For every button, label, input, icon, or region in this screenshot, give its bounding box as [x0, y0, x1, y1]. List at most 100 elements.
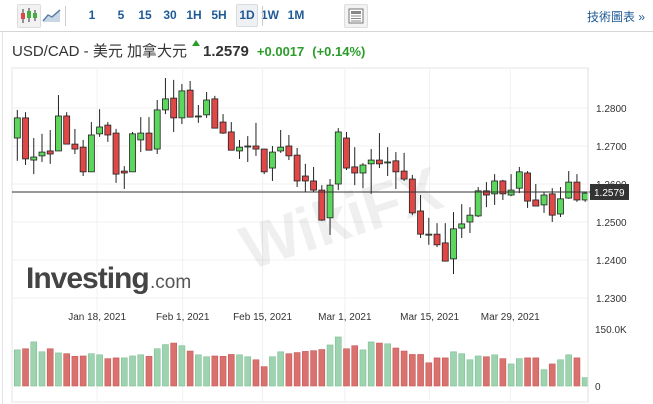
area-chart-button[interactable] [41, 4, 63, 26]
candle[interactable] [392, 152, 400, 189]
candle-body [408, 178, 416, 214]
candle[interactable] [573, 174, 581, 202]
candle[interactable] [425, 217, 433, 245]
technical-chart-link[interactable]: 技術圖表 » [586, 10, 645, 24]
candle[interactable] [285, 134, 293, 161]
candle-body [351, 166, 359, 174]
price-chart[interactable]: WikiFX Investing .com 1.28001.27001.2600… [0, 66, 653, 404]
candle[interactable] [433, 223, 441, 248]
interval-5h[interactable]: 5H [211, 8, 227, 22]
volume-bar [285, 353, 293, 387]
candle-body [548, 193, 556, 216]
candle-body [433, 233, 441, 246]
candle-body [87, 134, 95, 173]
candle[interactable] [367, 149, 375, 194]
interval-1w[interactable]: 1W [261, 8, 279, 22]
candle[interactable] [219, 114, 227, 134]
candle[interactable] [376, 133, 383, 169]
candle[interactable] [483, 182, 490, 208]
candle[interactable] [499, 179, 507, 200]
candle[interactable] [137, 117, 145, 153]
candle[interactable] [318, 185, 326, 221]
news-panel-button[interactable] [344, 4, 368, 28]
candle[interactable] [170, 79, 178, 132]
interval-30[interactable]: 30 [163, 8, 177, 22]
interval-1d[interactable]: 1D [236, 4, 258, 27]
candle[interactable] [203, 92, 210, 118]
candle[interactable] [269, 146, 276, 181]
candle[interactable] [408, 174, 416, 216]
candle-body [285, 145, 293, 157]
candle[interactable] [211, 95, 219, 129]
candle-body [557, 198, 564, 215]
candle[interactable] [13, 109, 21, 161]
interval-1h[interactable]: 1H [186, 8, 202, 22]
candle[interactable] [384, 147, 392, 177]
candle[interactable] [244, 136, 252, 162]
interval-1m[interactable]: 1M [287, 8, 305, 22]
candle[interactable] [178, 84, 186, 124]
volume-bar [441, 357, 449, 387]
candle[interactable] [565, 171, 573, 199]
candle[interactable] [87, 122, 95, 173]
candle[interactable] [194, 104, 202, 123]
volume-bar [548, 363, 556, 387]
candle[interactable] [112, 128, 120, 183]
candle-body [318, 189, 326, 221]
candle[interactable] [359, 163, 367, 189]
candle[interactable] [581, 191, 589, 202]
candle[interactable] [63, 112, 71, 145]
candle[interactable] [38, 133, 46, 162]
volume-bar [203, 356, 210, 387]
candle[interactable] [450, 212, 457, 275]
candle-body [326, 184, 334, 219]
candle[interactable] [22, 112, 29, 165]
candle[interactable] [301, 163, 309, 192]
candle[interactable] [466, 207, 474, 234]
candle[interactable] [145, 117, 153, 151]
candle[interactable] [55, 95, 62, 152]
candle[interactable] [334, 128, 342, 191]
volume-bar [153, 348, 161, 387]
candle[interactable] [507, 174, 515, 197]
candle[interactable] [71, 128, 79, 154]
candle[interactable] [236, 139, 243, 159]
candle[interactable] [46, 130, 54, 164]
candle[interactable] [326, 179, 334, 235]
candle[interactable] [186, 81, 194, 118]
candle[interactable] [351, 147, 359, 186]
candle[interactable] [227, 122, 235, 151]
candle[interactable] [540, 191, 548, 213]
interval-5[interactable]: 5 [117, 8, 125, 22]
candle[interactable] [153, 100, 161, 154]
interval-15[interactable]: 15 [138, 8, 152, 22]
candle[interactable] [417, 195, 424, 238]
candle[interactable] [515, 166, 523, 194]
candle[interactable] [293, 147, 301, 188]
candle[interactable] [458, 204, 466, 238]
last-price: 1.2579 [203, 43, 249, 60]
candle[interactable] [400, 152, 408, 181]
chart-toolbar: 1 5 15 30 1H 5H 1D 1W 1M 技術圖表 » [0, 0, 653, 32]
candle[interactable] [120, 166, 128, 189]
candle[interactable] [129, 131, 136, 173]
candle[interactable] [310, 166, 317, 192]
chart-frame-border [2, 32, 3, 404]
candle[interactable] [277, 130, 285, 153]
candle[interactable] [343, 131, 350, 170]
candle[interactable] [441, 223, 449, 262]
price-tick-label: 1.2400 [596, 256, 627, 267]
interval-1[interactable]: 1 [88, 8, 96, 22]
candle[interactable] [491, 174, 499, 205]
candle[interactable] [548, 188, 556, 222]
candle[interactable] [252, 122, 260, 156]
candle[interactable] [162, 77, 169, 115]
candle[interactable] [260, 148, 268, 175]
candle[interactable] [524, 171, 531, 208]
candle[interactable] [79, 139, 87, 177]
candle[interactable] [532, 184, 540, 207]
candle[interactable] [104, 122, 112, 142]
candle[interactable] [96, 109, 103, 137]
candle[interactable] [30, 138, 38, 175]
candlestick-chart-button[interactable] [17, 4, 41, 28]
